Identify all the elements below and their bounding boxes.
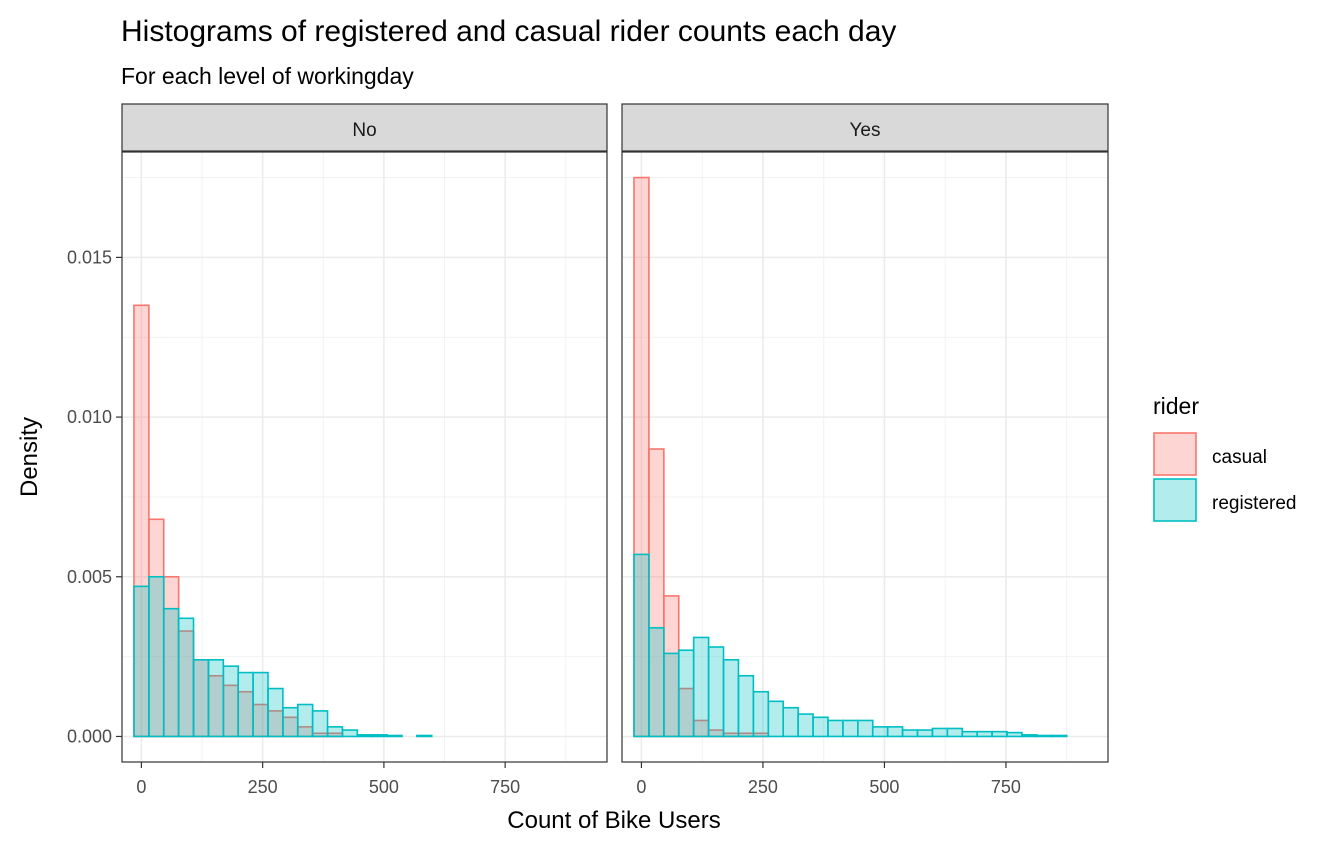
- series-registered: [633, 553, 1068, 738]
- histogram-bar: [386, 734, 403, 738]
- histogram-bar: [252, 671, 269, 738]
- histogram-bar: [177, 617, 195, 738]
- panel-border: [121, 151, 608, 763]
- histogram-bar: [901, 729, 919, 738]
- histogram-bar: [371, 734, 388, 738]
- histogram-bar: [663, 652, 680, 738]
- x-tick-label: 0: [136, 777, 146, 797]
- histogram-bar: [931, 727, 949, 738]
- histogram-bar: [946, 727, 964, 738]
- chart-subtitle: For each level of workingday: [121, 63, 414, 89]
- x-tick-label: 500: [369, 777, 399, 797]
- x-axis-title: Count of Bike Users: [507, 807, 720, 834]
- histogram-bar: [1036, 734, 1053, 738]
- histogram-bar: [767, 700, 785, 738]
- histogram-bar: [797, 713, 814, 738]
- panels: No 0 250 500 750 Yes 0 250 500 750: [121, 103, 1109, 797]
- histogram-bar: [916, 729, 934, 738]
- x-tick-label: 500: [869, 777, 899, 797]
- histogram-bar: [827, 719, 844, 738]
- histogram-bar: [192, 659, 210, 738]
- histogram-bar: [692, 636, 710, 738]
- histogram-bar: [991, 730, 1008, 738]
- x-tick-label: 0: [636, 777, 646, 797]
- histogram-bar: [296, 703, 314, 738]
- histogram-bar: [871, 726, 889, 738]
- legend: rider casual registered: [1153, 393, 1297, 522]
- series-registered: [133, 575, 433, 738]
- histogram-bar: [207, 659, 225, 738]
- histogram-bar: [222, 665, 240, 738]
- histogram-bar: [782, 706, 799, 738]
- histogram-bar: [133, 585, 150, 738]
- histogram-bar: [341, 729, 359, 738]
- histogram-bar: [842, 719, 859, 738]
- y-axis-title: Density: [16, 417, 43, 497]
- histogram-bar: [812, 716, 829, 738]
- x-tick-label: 250: [748, 777, 778, 797]
- histogram-bar: [752, 690, 770, 738]
- histogram-bar: [356, 734, 374, 738]
- histogram-bar: [1050, 734, 1068, 738]
- histogram-bar: [648, 627, 665, 738]
- y-tick-label: 0.000: [67, 726, 112, 746]
- facet-label: Yes: [850, 120, 881, 141]
- histogram-bar: [737, 674, 755, 738]
- y-axis: 0.000 0.005 0.010 0.015: [67, 247, 122, 746]
- histogram-bar: [707, 646, 725, 738]
- histogram-bar: [1021, 734, 1038, 738]
- legend-key-casual: [1153, 432, 1197, 476]
- facet-label: No: [352, 120, 376, 141]
- histogram-bar: [961, 730, 978, 738]
- histogram-bar: [326, 726, 344, 738]
- legend-label-registered: registered: [1212, 493, 1297, 514]
- histogram-bar: [1006, 731, 1023, 738]
- x-tick-label: 250: [248, 777, 278, 797]
- histogram-bar: [416, 734, 433, 738]
- histogram-bar: [722, 659, 740, 738]
- panel-border: [621, 151, 1109, 763]
- x-tick-label: 750: [991, 777, 1021, 797]
- panel-background: [622, 152, 1108, 762]
- y-tick-label: 0.010: [67, 407, 112, 427]
- histogram-bar: [311, 710, 329, 738]
- panel-no: No 0 250 500 750: [121, 103, 608, 797]
- legend-key-registered: [1153, 478, 1197, 522]
- histogram-bar: [162, 607, 180, 738]
- histogram-bar: [677, 649, 695, 738]
- histogram-bar: [282, 706, 299, 738]
- histogram-bar: [237, 671, 254, 738]
- x-tick-label: 750: [490, 777, 520, 797]
- histogram-bar: [267, 687, 284, 738]
- y-tick-label: 0.015: [67, 247, 112, 267]
- facet-strip: [621, 103, 1109, 152]
- y-tick-label: 0.005: [67, 567, 112, 587]
- histogram-bar: [857, 719, 874, 738]
- facet-strip: [121, 103, 608, 152]
- histogram-bar: [976, 730, 993, 738]
- histogram-bar: [633, 553, 650, 738]
- series-casual: [633, 176, 770, 738]
- legend-title: rider: [1153, 393, 1199, 419]
- panel-yes: Yes 0 250 500 750: [621, 103, 1109, 797]
- histogram-bar: [886, 726, 904, 738]
- chart-title: Histograms of registered and casual ride…: [121, 15, 896, 48]
- histogram-bar: [148, 575, 165, 738]
- legend-label-casual: casual: [1212, 447, 1267, 468]
